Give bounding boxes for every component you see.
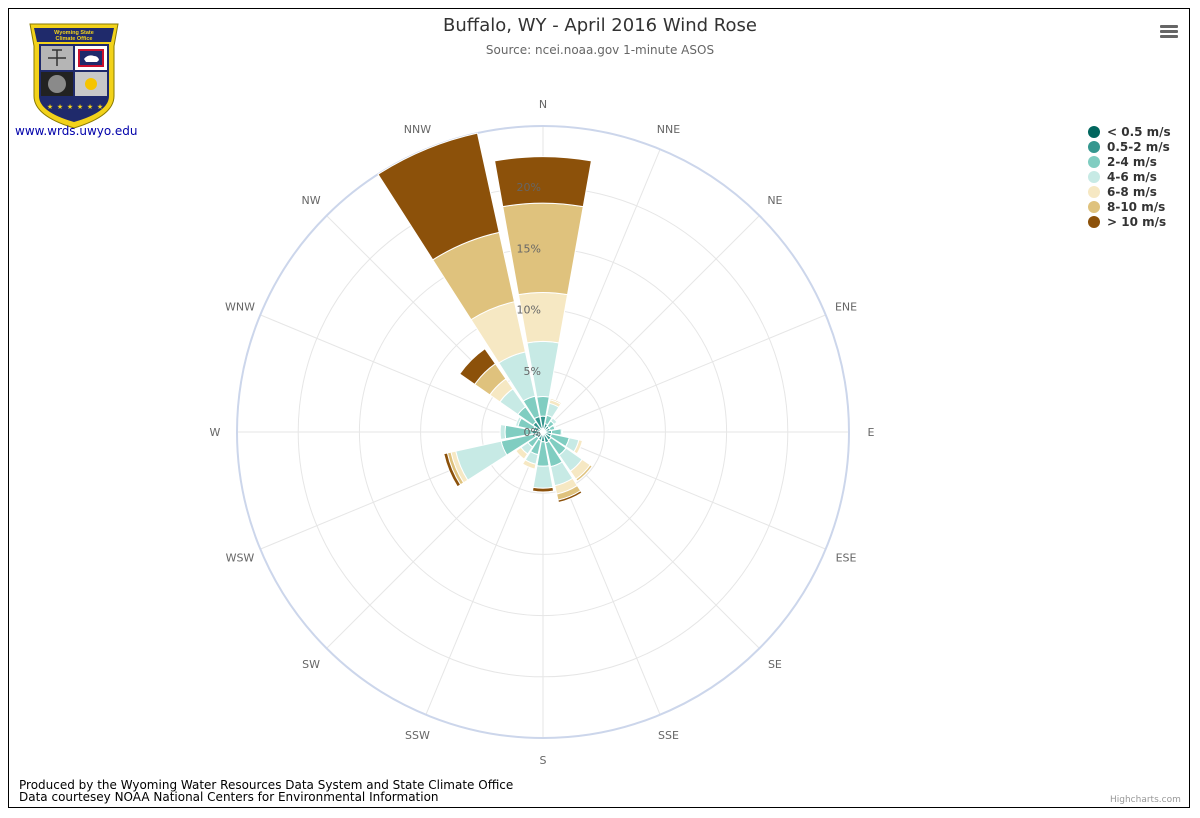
direction-label-sse: SSE [658,729,679,742]
legend-marker-icon [1088,215,1100,228]
spoke-line-ne [542,215,760,433]
bar-n-series-4[interactable] [517,291,569,344]
legend-marker-icon [1088,185,1100,198]
bar-w-series-3[interactable] [499,423,507,441]
bar-e-series-3[interactable] [560,427,564,437]
legend-label: 6-8 m/s [1107,184,1157,199]
direction-label-wsw: WSW [226,552,255,565]
svg-text:★: ★ [87,103,93,111]
legend-label: > 10 m/s [1107,214,1167,229]
direction-label-ene: ENE [835,300,857,313]
outer-ring [236,125,850,739]
direction-label-n: N [539,98,547,111]
bar-s-series-6[interactable] [531,486,555,493]
svg-text:★: ★ [77,103,83,111]
direction-label-s: S [540,754,547,767]
legend-marker-icon [1088,200,1100,213]
climate-office-logo: Wyoming State Climate Office ★ ★ ★ ★ ★ ★ [29,23,119,129]
radial-tick-label: 5% [524,365,541,378]
legend-marker-icon [1088,155,1100,168]
spoke-line-sw [326,431,544,649]
legend-label: 4-6 m/s [1107,169,1157,184]
direction-label-nne: NNE [657,123,680,136]
direction-label-wnw: WNW [225,300,255,313]
svg-text:★: ★ [47,103,53,111]
radial-tick-label: 0% [524,426,541,439]
chart-title: Buffalo, WY - April 2016 Wind Rose [443,15,757,36]
legend: < 0.5 m/s 0.5-2 m/s 2-4 m/s 4-6 m/s 6-8 m/s 8… [1088,124,1171,229]
legend-marker-icon [1088,170,1100,183]
legend-item-0[interactable]: < 0.5 m/s [1088,124,1171,139]
direction-label-ese: ESE [836,552,857,565]
bar-ese-series-4[interactable] [573,439,584,455]
bar-nne-series-5[interactable] [549,397,563,405]
bar-ne-series-3[interactable] [550,417,558,425]
logo-text-line2: Climate Office [56,36,93,42]
direction-label-ssw: SSW [405,729,430,742]
bar-n-series-6[interactable] [494,156,592,208]
direction-label-nw: NW [302,194,321,207]
direction-label-e: E [868,426,875,439]
direction-label-sw: SW [302,658,320,671]
svg-text:★: ★ [67,103,73,111]
legend-label: 8-10 m/s [1107,199,1166,214]
radial-tick-label: 10% [517,304,541,317]
highcharts-credits[interactable]: Highcharts.com [1110,795,1181,805]
footer-credit-line1: Produced by the Wyoming Water Resources … [19,778,514,792]
hamburger-menu-icon[interactable] [1158,22,1180,40]
chart-subtitle: Source: ncei.noaa.gov 1-minute ASOS [485,43,715,57]
legend-label: 2-4 m/s [1107,154,1157,169]
bar-s-series-3[interactable] [532,465,554,489]
radial-tick-label: 15% [517,242,541,255]
svg-text:★: ★ [57,103,63,111]
direction-label-ne: NE [767,194,782,207]
legend-label: < 0.5 m/s [1107,124,1171,139]
bar-sw-series-4[interactable] [515,446,529,460]
legend-item-1[interactable]: 0.5-2 m/s [1088,139,1171,154]
bar-wsw-series-6[interactable] [443,452,462,488]
spoke-line-ssw [425,431,544,715]
spoke-line-wnw [260,314,544,433]
legend-item-2[interactable]: 2-4 m/s [1088,154,1171,169]
direction-label-nnw: NNW [404,123,431,136]
bar-ssw-series-4[interactable] [521,459,537,470]
bar-se-series-5[interactable] [575,464,593,482]
spoke-line-nne [542,149,661,433]
logo-text-line1: Wyoming State [54,30,94,36]
legend-item-4[interactable]: 6-8 m/s [1088,184,1171,199]
svg-text:★: ★ [97,103,103,111]
bar-wnw-series-3[interactable] [514,416,523,428]
legend-item-6[interactable]: > 10 m/s [1088,214,1171,229]
legend-item-3[interactable]: 4-6 m/s [1088,169,1171,184]
bar-n-series-5[interactable] [502,202,584,296]
radial-tick-label: 20% [517,181,541,194]
legend-marker-icon [1088,140,1100,153]
legend-label: 0.5-2 m/s [1107,139,1170,154]
spoke-line-ene [542,314,826,433]
bar-sse-series-6[interactable] [557,490,583,504]
legend-marker-icon [1088,125,1100,138]
spoke-line-ese [542,431,826,550]
direction-label-se: SE [768,658,782,671]
direction-label-w: W [210,426,221,439]
legend-item-5[interactable]: 8-10 m/s [1088,199,1171,214]
bar-nw-series-6[interactable] [458,347,497,386]
bar-nnw-series-6[interactable] [377,132,500,261]
logo-link[interactable]: www.wrds.uwyo.edu [15,124,138,138]
footer-credit-line2: Data courtesey NOAA National Centers for… [19,790,439,804]
